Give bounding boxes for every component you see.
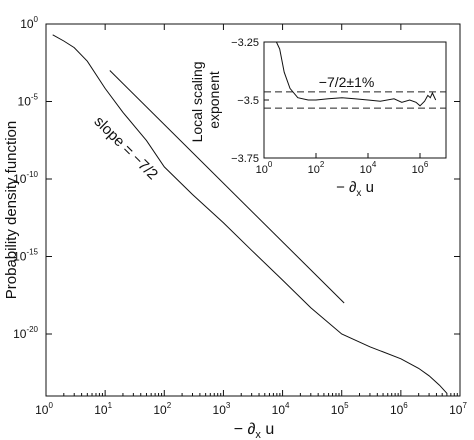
main-y-tick-label-exponent: -10 — [26, 170, 38, 179]
inset-x-tick-label-exponent: 6 — [424, 160, 429, 169]
inset-plot-frame — [263, 41, 447, 159]
main-x-tick-label: 107 — [449, 401, 467, 417]
inset-x-tick-label-base: 10 — [308, 164, 320, 176]
main-y-tick-label: 100 — [20, 15, 38, 31]
pdf-curve — [52, 34, 448, 394]
inset-y-axis-label-line2: exponent — [206, 71, 222, 129]
inset-x-tick-label-base: 10 — [412, 164, 424, 176]
x-axis-label-subscript: x — [255, 429, 261, 440]
inset-x-tick-label-exponent: 2 — [320, 160, 325, 169]
main-y-tick-label-base: 10 — [13, 172, 27, 186]
slope-label: slope = −7/2 — [91, 113, 162, 183]
inset-x-tick-label-base: 10 — [256, 164, 268, 176]
main-x-tick-label: 105 — [331, 401, 349, 417]
main-x-tick-label-base: 10 — [213, 403, 227, 417]
main-x-tick-label: 104 — [272, 401, 290, 417]
main-x-tick-label-base: 10 — [331, 403, 345, 417]
main-x-tick-label: 100 — [35, 401, 53, 417]
main-x-tick-label-base: 10 — [272, 403, 286, 417]
inset-y-tick-label: −3.5 — [237, 95, 259, 107]
main-x-tick-label-exponent: 0 — [48, 401, 53, 410]
main-x-tick-label-base: 10 — [390, 403, 404, 417]
main-y-tick-label-exponent: -15 — [26, 248, 38, 257]
main-y-tick-label: 10-5 — [18, 93, 39, 109]
main-x-tick-label-exponent: 4 — [285, 401, 290, 410]
main-x-tick-label: 106 — [390, 401, 408, 417]
main-x-tick-label-base: 10 — [35, 403, 49, 417]
main-x-tick-label-exponent: 1 — [108, 401, 113, 410]
inset-x-axis-label-var: u — [361, 179, 374, 196]
inset-x-tick-label: 102 — [308, 160, 325, 176]
main-x-tick-label: 103 — [213, 401, 231, 417]
band-label: −7/2±1% — [319, 74, 375, 90]
inset-x-axis-label: − ∂x u — [336, 179, 374, 199]
local-exponent-curve — [275, 41, 437, 107]
main-y-tick-label: 10-10 — [13, 170, 38, 186]
main-x-tick-label-exponent: 7 — [462, 401, 467, 410]
main-x-tick-label: 101 — [94, 401, 112, 417]
inset-y-ticks: −3.25 −3.5 −3.75 — [231, 37, 269, 165]
inset-y-axis-label: Local scaling exponent — [189, 58, 222, 143]
inset-x-tick-label-exponent: 0 — [268, 160, 273, 169]
inset-x-tick-label-exponent: 4 — [372, 160, 377, 169]
slope-reference-line — [109, 70, 345, 304]
main-y-tick-label-base: 10 — [13, 327, 27, 341]
main-y-tick-label-base: 10 — [20, 17, 34, 31]
inset-y-tick-label: −3.75 — [231, 153, 259, 165]
main-x-tick-label-base: 10 — [449, 403, 463, 417]
main-x-tick-label: 102 — [153, 401, 171, 417]
main-plot-frame — [45, 23, 461, 397]
main-y-tick-label-exponent: 0 — [34, 15, 39, 24]
main-y-tick-label-base: 10 — [18, 95, 32, 109]
inset-x-ticks: 100 102 104 106 — [256, 153, 429, 176]
inset-x-tick-label: 106 — [412, 160, 429, 176]
x-axis-label: − ∂x u — [234, 421, 275, 440]
x-axis-label-prefix: − ∂ — [234, 421, 256, 438]
inset-x-axis-label-subscript: x — [356, 188, 361, 199]
main-y-tick-label-base: 10 — [13, 250, 27, 264]
inset-x-tick-label-base: 10 — [360, 164, 372, 176]
inset-x-axis-label-prefix: − ∂ — [336, 179, 356, 196]
main-x-ticks: 100 101 102 103 104 105 106 107 — [35, 24, 467, 417]
main-y-tick-label-exponent: -20 — [26, 325, 38, 334]
main-y-tick-label: 10-15 — [13, 248, 38, 264]
x-axis-label-var: u — [261, 421, 274, 438]
inset-x-tick-label: 100 — [256, 160, 273, 176]
inset-y-tick-label: −3.25 — [231, 37, 259, 49]
main-x-tick-label-base: 10 — [153, 403, 167, 417]
main-x-tick-label-exponent: 6 — [403, 401, 408, 410]
y-axis-label: Probability density function — [3, 121, 20, 299]
main-x-tick-label-base: 10 — [94, 403, 108, 417]
main-x-tick-label-exponent: 3 — [226, 401, 231, 410]
inset-y-axis-label-line1: Local scaling — [189, 61, 205, 142]
main-y-tick-label: 10-20 — [13, 325, 38, 341]
main-x-tick-label-exponent: 5 — [344, 401, 349, 410]
inset-x-tick-label: 104 — [360, 160, 377, 176]
main-x-tick-label-exponent: 2 — [167, 401, 172, 410]
main-y-tick-label-exponent: -5 — [31, 93, 39, 102]
